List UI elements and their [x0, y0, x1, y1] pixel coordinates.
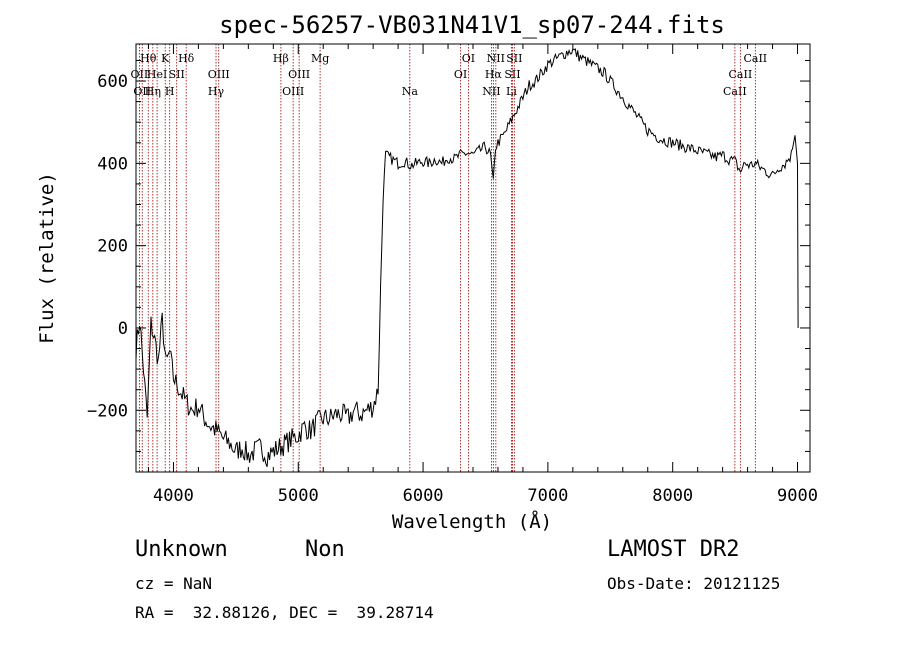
- y-tick-label: 600: [97, 72, 128, 92]
- line-marker-label: OIII: [288, 68, 310, 81]
- line-marker-label: OIII: [208, 68, 230, 81]
- x-axis-label: Wavelength (Å): [392, 510, 552, 533]
- x-tick-label: 7000: [527, 486, 568, 506]
- line-marker-label: SII: [169, 68, 185, 81]
- line-marker-label: HeI: [147, 68, 167, 81]
- y-tick-label: 400: [97, 154, 128, 174]
- y-tick-label: −200: [87, 401, 128, 421]
- ra-dec-text: RA = 32.88126, DEC = 39.28714: [135, 603, 434, 622]
- obs-date-text: Obs-Date: 20121125: [607, 574, 781, 593]
- line-marker-label: Hη: [145, 85, 161, 98]
- line-marker-label: Hβ: [273, 52, 289, 65]
- line-marker-label: H: [165, 85, 175, 98]
- line-marker-label: SII: [506, 52, 522, 65]
- line-marker-label: Hδ: [178, 52, 195, 65]
- line-marker-label: OIII: [282, 85, 304, 98]
- line-marker-label: SII: [504, 68, 520, 81]
- spectrum-line: [135, 47, 799, 467]
- survey-name: LAMOST DR2: [607, 537, 740, 562]
- x-tick-label: 5000: [278, 486, 319, 506]
- x-tick-label: 8000: [652, 486, 693, 506]
- line-marker-label: Li: [506, 85, 517, 98]
- spectral-line-markers: OIIOIIHθHηHeIKHSIIHδHγOIIIHβOIIIOIIIMgNa…: [131, 44, 767, 472]
- y-tick-label: 200: [97, 237, 128, 257]
- line-marker-label: K: [161, 52, 170, 65]
- plot-frame: [135, 43, 811, 473]
- redshift-text: cz = NaN: [135, 574, 213, 593]
- line-marker-label: CaII: [723, 85, 747, 98]
- line-marker-label: Hα: [485, 68, 503, 81]
- line-marker-label: Hγ: [208, 85, 225, 98]
- line-marker-label: Mg: [311, 52, 329, 65]
- x-tick-label: 9000: [777, 486, 818, 506]
- line-marker-label: CaII: [729, 68, 753, 81]
- chart-title: spec-56257-VB031N41V1_sp07-244.fits: [219, 11, 725, 39]
- x-tick-label: 4000: [153, 486, 194, 506]
- y-tick-label: 0: [118, 319, 128, 339]
- line-marker-label: Na: [402, 85, 419, 98]
- x-tick-label: 6000: [403, 486, 444, 506]
- y-axis-label: Flux (relative): [36, 172, 58, 344]
- line-marker-label: OI: [454, 68, 467, 81]
- line-marker-label: Hθ: [140, 52, 157, 65]
- line-marker-label: NII: [482, 85, 500, 98]
- line-marker-label: NII: [487, 52, 505, 65]
- object-class: Unknown: [135, 537, 228, 562]
- axis-ticks: 4000 5000 6000 7000 8000 9000 −200 0 200 400 600: [87, 44, 818, 506]
- line-marker-label: OII: [133, 85, 151, 98]
- object-subclass: Non: [305, 537, 345, 562]
- line-marker-label: OI: [462, 52, 475, 65]
- line-marker-label: CaII: [743, 52, 767, 65]
- line-marker-label: OII: [131, 68, 149, 81]
